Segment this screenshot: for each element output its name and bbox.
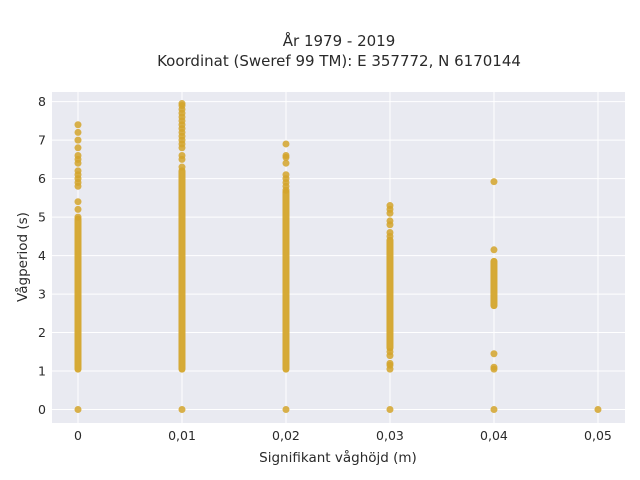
- data-points: [74, 100, 602, 414]
- x-axis-label: Signifikant våghöjd (m): [259, 449, 417, 466]
- data-point-16: [178, 406, 186, 414]
- y-tick-label-8: 8: [38, 94, 46, 109]
- data-point-3: [74, 198, 82, 206]
- data-point-43: [386, 406, 394, 414]
- data-point-15: [74, 121, 82, 129]
- data-point-60: [490, 246, 498, 254]
- data-point-61: [490, 178, 498, 186]
- y-tick-label-2: 2: [38, 325, 46, 340]
- y-tick-label-3: 3: [38, 287, 46, 302]
- data-point-17: [178, 163, 186, 171]
- data-point-42: [282, 140, 290, 148]
- x-tick-label-1: 0,01: [168, 428, 196, 443]
- x-tick-label-4: 0,04: [480, 428, 508, 443]
- data-point-55: [386, 202, 394, 210]
- data-point-58: [490, 363, 498, 371]
- data-point-2: [74, 205, 82, 213]
- y-tick-label-6: 6: [38, 171, 46, 186]
- data-point-11: [74, 152, 82, 160]
- y-tick-label-4: 4: [38, 248, 46, 263]
- data-point-39: [282, 159, 290, 167]
- data-point-1: [74, 213, 82, 221]
- y-tick-label-5: 5: [38, 210, 46, 225]
- data-point-48: [386, 348, 394, 356]
- y-axis-label: Vågperiod (s): [14, 212, 31, 302]
- data-point-14: [74, 128, 82, 136]
- data-point-59: [490, 350, 498, 358]
- data-point-12: [74, 144, 82, 152]
- y-tick-label-7: 7: [38, 133, 46, 148]
- plot-area: [52, 92, 625, 423]
- data-point-33: [282, 406, 290, 414]
- data-point-19: [178, 152, 186, 160]
- x-tick-labels: 0 0,01 0,02 0,03 0,04 0,05: [74, 428, 612, 443]
- data-point-41: [282, 152, 290, 160]
- data-point-13: [74, 136, 82, 144]
- y-gridlines: [52, 101, 625, 411]
- data-point-50: [386, 228, 394, 236]
- data-point-52: [386, 217, 394, 225]
- chart-subtitle: Koordinat (Sweref 99 TM): E 357772, N 61…: [157, 52, 521, 70]
- data-point-62: [594, 406, 602, 414]
- data-point-8: [74, 167, 82, 175]
- chart-title: År 1979 - 2019: [283, 31, 396, 50]
- x-tick-label-0: 0: [74, 428, 82, 443]
- x-tick-label-3: 0,03: [376, 428, 404, 443]
- x-tick-label-2: 0,02: [272, 428, 300, 443]
- data-point-38: [282, 171, 290, 179]
- data-point-56: [490, 406, 498, 414]
- y-tick-labels: 0 1 2 3 4 5 6 7 8: [38, 94, 46, 417]
- y-tick-label-1: 1: [38, 364, 46, 379]
- data-point-32: [178, 100, 186, 108]
- data-point-46: [386, 359, 394, 367]
- data-point-0: [74, 406, 82, 414]
- y-tick-label-0: 0: [38, 402, 46, 417]
- x-tick-label-5: 0,05: [584, 428, 612, 443]
